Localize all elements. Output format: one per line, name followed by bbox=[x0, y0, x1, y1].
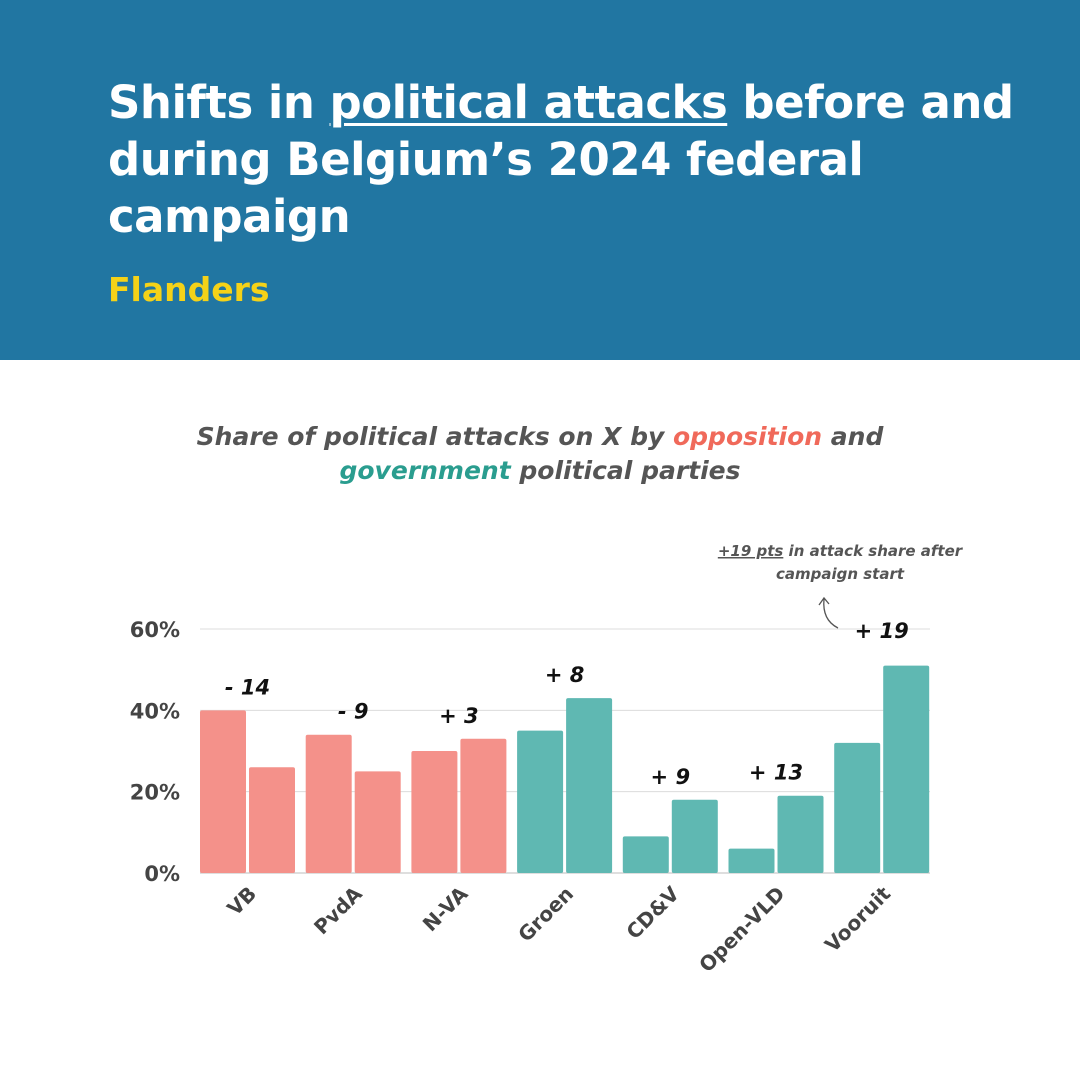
annotation-text: +19 pts in attack share after bbox=[718, 542, 964, 560]
annotation-text-rest: in attack share after bbox=[783, 542, 963, 560]
bar-after bbox=[354, 771, 401, 873]
title-underlined-text: political attacks bbox=[329, 76, 728, 129]
y-tick-label: 20% bbox=[130, 781, 180, 805]
bar-before bbox=[622, 836, 669, 873]
change-label: + 19 bbox=[855, 619, 909, 643]
change-label: - 9 bbox=[338, 700, 369, 724]
chart-title-government: government bbox=[339, 456, 511, 485]
annotation-text-line2: campaign start bbox=[776, 565, 905, 583]
title-text-end: before and during Belgium’s 2024 federal… bbox=[108, 76, 1014, 243]
x-tick-label: Groen bbox=[513, 882, 578, 947]
bar-after bbox=[249, 767, 295, 873]
bar-after bbox=[460, 738, 507, 873]
change-label: + 9 bbox=[651, 765, 691, 789]
title-text: Shifts in bbox=[108, 76, 330, 129]
bar-before bbox=[411, 751, 458, 873]
region-subtitle: Flanders bbox=[108, 270, 270, 309]
chart-title: Share of political attacks on X by oppos… bbox=[140, 420, 940, 488]
bar-before bbox=[517, 730, 564, 873]
change-label: + 13 bbox=[749, 761, 803, 785]
page-title: Shifts in political attacks before and d… bbox=[108, 74, 1028, 245]
x-tick-label: Open-VLD bbox=[694, 882, 789, 977]
bar-before bbox=[834, 742, 881, 873]
bar-after bbox=[671, 799, 718, 873]
bar-before bbox=[200, 710, 246, 873]
y-tick-label: 0% bbox=[144, 862, 180, 886]
change-label: + 8 bbox=[545, 663, 585, 687]
bar-after bbox=[566, 698, 613, 873]
chart-title-part: and bbox=[822, 422, 884, 451]
header-banner: Shifts in political attacks before and d… bbox=[0, 0, 1080, 360]
bar-before bbox=[728, 848, 775, 873]
chart-title-part: Share of political attacks on X by bbox=[196, 422, 673, 451]
x-tick-label: PvdA bbox=[309, 881, 367, 939]
chart-title-part: political parties bbox=[510, 456, 741, 485]
x-tick-label: Vooruit bbox=[820, 881, 896, 957]
bar-after bbox=[883, 665, 930, 873]
change-label: + 3 bbox=[439, 704, 479, 728]
x-tick-label: N-VA bbox=[418, 881, 473, 936]
annotation-highlight: +19 pts bbox=[718, 542, 784, 560]
x-tick-label: VB bbox=[222, 882, 261, 921]
bar-before bbox=[305, 734, 352, 873]
arrow-head-icon bbox=[818, 596, 830, 606]
y-tick-label: 60% bbox=[130, 618, 180, 642]
bar-after bbox=[777, 795, 824, 873]
chart-title-opposition: opposition bbox=[672, 422, 823, 451]
x-tick-label: CD&V bbox=[621, 881, 684, 944]
y-tick-label: 40% bbox=[130, 699, 180, 723]
annotation-arrow bbox=[823, 598, 839, 629]
change-label: - 14 bbox=[225, 675, 270, 699]
